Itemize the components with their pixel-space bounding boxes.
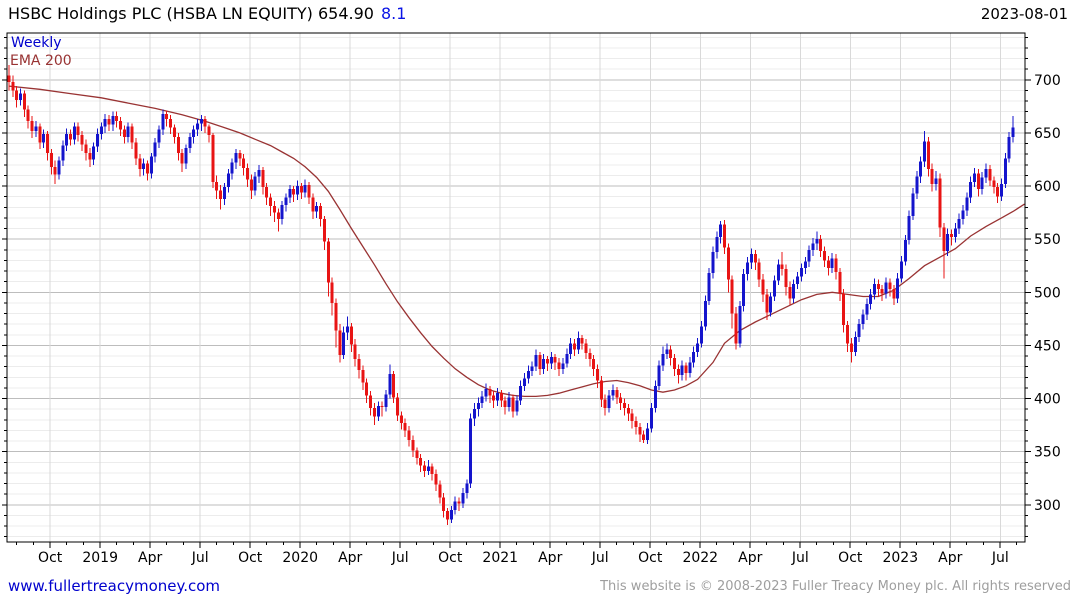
website-link[interactable]: www.fullertreacymoney.com (8, 577, 221, 595)
svg-text:2021: 2021 (482, 550, 518, 566)
svg-text:Oct: Oct (238, 550, 263, 566)
ema-200-label: EMA 200 (10, 53, 72, 69)
x-axis-labels: Oct 2019 Apr Jul Oct 2020 Apr Jul Oct 2021 Apr Jul O… (38, 550, 1009, 566)
svg-text:650: 650 (1034, 126, 1061, 142)
timeframe-label: Weekly (11, 35, 62, 51)
svg-text:600: 600 (1034, 179, 1061, 195)
svg-text:Apr: Apr (938, 550, 962, 566)
svg-text:Oct: Oct (638, 550, 663, 566)
svg-text:500: 500 (1034, 285, 1061, 301)
price-change: 8.1 (380, 4, 407, 23)
copyright-text: This website is © 2008-2023 Fuller Treac… (600, 579, 1071, 594)
svg-text:700: 700 (1034, 73, 1061, 89)
svg-text:2023: 2023 (882, 550, 918, 566)
svg-text:400: 400 (1034, 392, 1061, 408)
plot-border (6, 32, 1026, 543)
svg-text:Jul: Jul (591, 550, 609, 566)
svg-text:2019: 2019 (82, 550, 118, 566)
ema-200-line (8, 85, 1025, 398)
chart-date: 2023-08-01 (980, 5, 1068, 23)
chart-title: HSBC Holdings PLC (HSBA LN EQUITY) 654.9… (8, 4, 374, 23)
svg-text:Oct: Oct (838, 550, 863, 566)
svg-text:2020: 2020 (282, 550, 318, 566)
grid-lines (7, 33, 1025, 542)
svg-text:Apr: Apr (738, 550, 762, 566)
svg-text:Apr: Apr (138, 550, 162, 566)
svg-text:Oct: Oct (38, 550, 63, 566)
svg-text:450: 450 (1034, 338, 1061, 354)
svg-text:Jul: Jul (191, 550, 209, 566)
svg-text:Jul: Jul (991, 550, 1009, 566)
page-title: HSBC Holdings PLC (HSBA LN EQUITY) 654.9… (8, 4, 406, 23)
svg-text:Jul: Jul (391, 550, 409, 566)
svg-text:350: 350 (1034, 445, 1061, 461)
svg-text:2022: 2022 (682, 550, 718, 566)
svg-text:300: 300 (1034, 498, 1061, 514)
svg-text:Oct: Oct (438, 550, 463, 566)
y-axis-labels: 300 350 400 450 500 550 600 650 700 (1034, 73, 1061, 514)
svg-text:Jul: Jul (791, 550, 809, 566)
svg-text:550: 550 (1034, 232, 1061, 248)
svg-text:Apr: Apr (338, 550, 362, 566)
svg-text:Apr: Apr (538, 550, 562, 566)
candlesticks (7, 64, 1015, 525)
